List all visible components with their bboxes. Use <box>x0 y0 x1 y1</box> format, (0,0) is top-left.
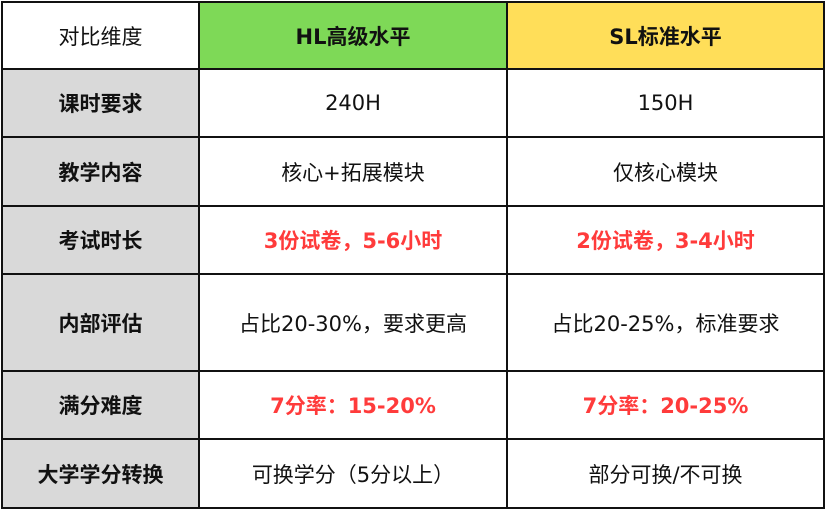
hl-value: 占比20-30%，要求更高 <box>198 273 508 372</box>
sl-value: 仅核心模块 <box>506 136 825 207</box>
row-label: 内部评估 <box>1 273 200 372</box>
sl-value: 7分率：20-25% <box>506 370 825 440</box>
sl-value: 150H <box>506 68 825 138</box>
row-label: 大学学分转换 <box>1 438 200 509</box>
hl-value: 3份试卷，5-6小时 <box>198 205 508 275</box>
row-label: 教学内容 <box>1 136 200 207</box>
table-row: 大学学分转换 可换学分（5分以上） 部分可换/不可换 <box>1 438 825 509</box>
hl-value: 核心+拓展模块 <box>198 136 508 207</box>
table-row: 满分难度 7分率：15-20% 7分率：20-25% <box>1 370 825 440</box>
header-row: 对比维度 HL高级水平 SL标准水平 <box>1 1 825 70</box>
header-dimension: 对比维度 <box>1 1 200 70</box>
sl-value: 占比20-25%，标准要求 <box>506 273 825 372</box>
row-label: 考试时长 <box>1 205 200 275</box>
row-label: 课时要求 <box>1 68 200 138</box>
sl-value: 2份试卷，3-4小时 <box>506 205 825 275</box>
table-row: 考试时长 3份试卷，5-6小时 2份试卷，3-4小时 <box>1 205 825 275</box>
table-row: 内部评估 占比20-30%，要求更高 占比20-25%，标准要求 <box>1 273 825 372</box>
sl-value: 部分可换/不可换 <box>506 438 825 509</box>
table-row: 教学内容 核心+拓展模块 仅核心模块 <box>1 136 825 207</box>
hl-value: 可换学分（5分以上） <box>198 438 508 509</box>
header-sl: SL标准水平 <box>506 1 825 70</box>
header-hl: HL高级水平 <box>198 1 508 70</box>
row-label: 满分难度 <box>1 370 200 440</box>
table-row: 课时要求 240H 150H <box>1 68 825 138</box>
hl-value: 240H <box>198 68 508 138</box>
hl-value: 7分率：15-20% <box>198 370 508 440</box>
